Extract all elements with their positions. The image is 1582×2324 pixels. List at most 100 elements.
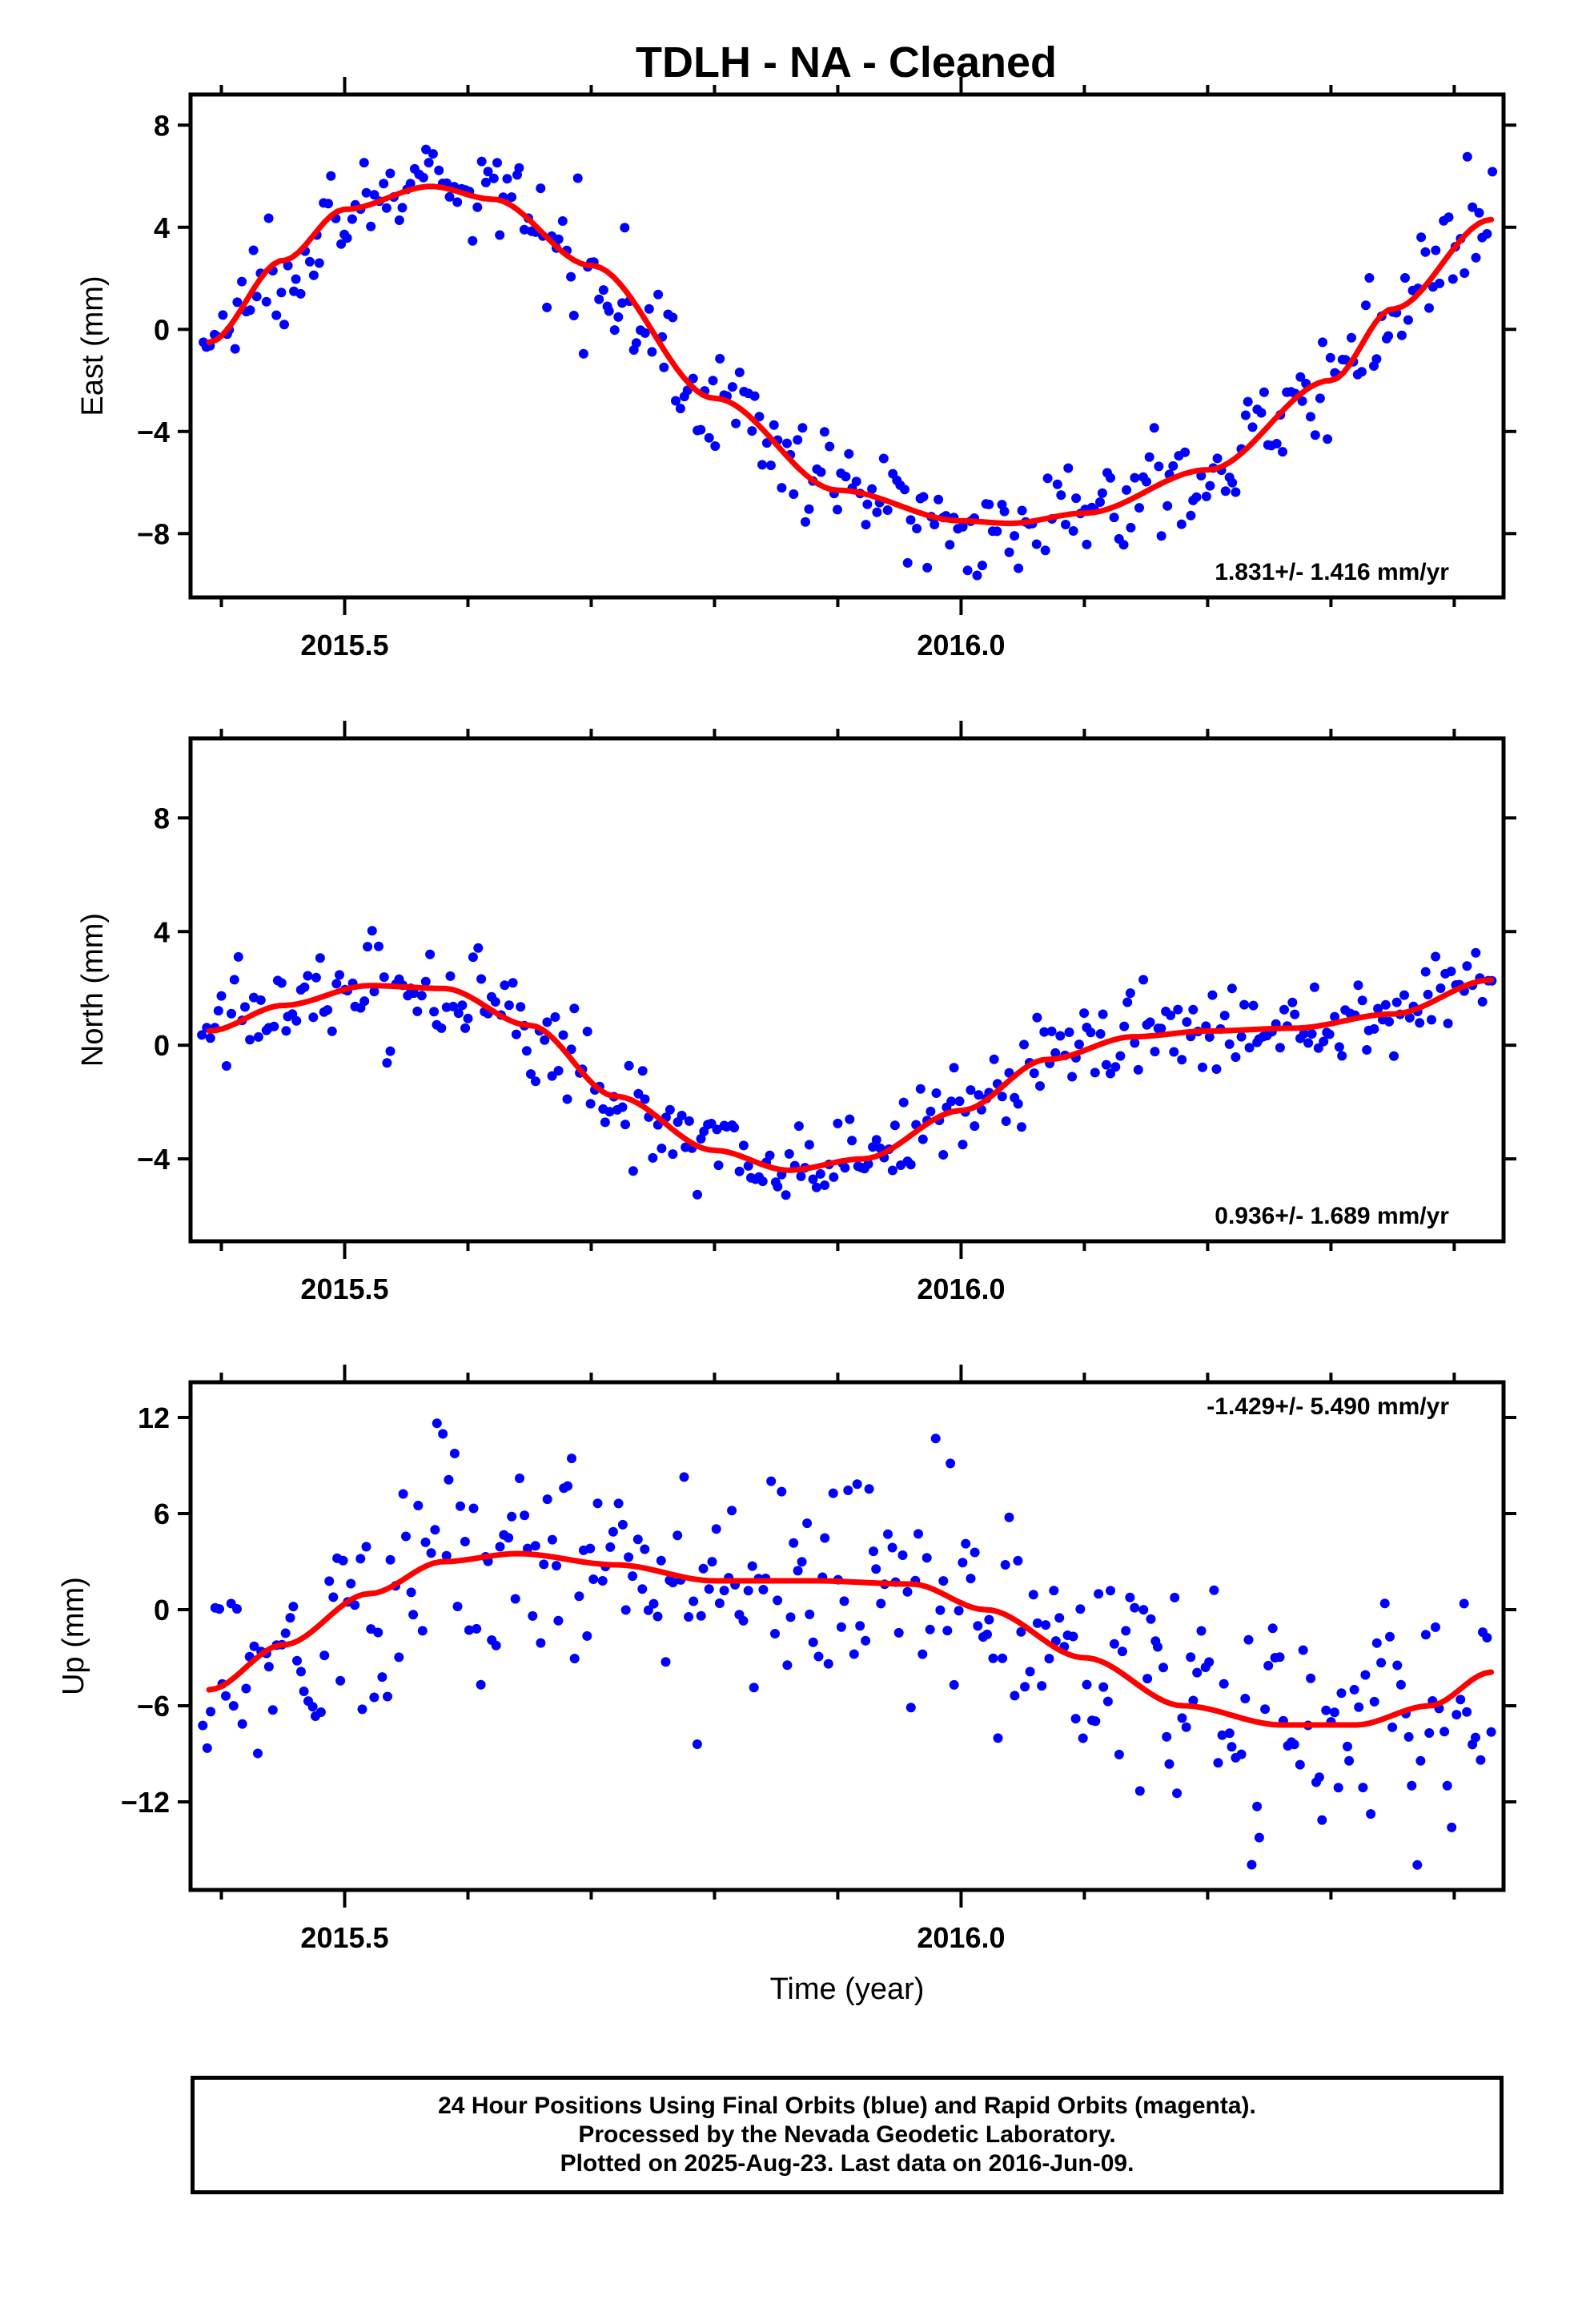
up-point (530, 1541, 540, 1551)
east-point (804, 504, 814, 514)
north-point (847, 1136, 857, 1146)
up-point (574, 1591, 584, 1602)
north-point (1399, 990, 1409, 1000)
up-point (1213, 1758, 1223, 1768)
east-ytick-label: 0 (154, 313, 170, 346)
up-point (1275, 1652, 1285, 1663)
up-point (640, 1544, 650, 1554)
north-point (521, 1046, 532, 1056)
east-point (542, 302, 552, 312)
up-point (536, 1638, 546, 1648)
north-point (1231, 1052, 1241, 1062)
up-point (476, 1679, 486, 1690)
east-point (984, 499, 994, 509)
up-point (1376, 1658, 1387, 1668)
north-point (379, 972, 389, 983)
east-point (1256, 408, 1267, 418)
up-point (413, 1501, 424, 1510)
up-point (1032, 1618, 1042, 1628)
up-point (738, 1615, 749, 1626)
east-point (379, 179, 389, 189)
north-point (547, 1071, 557, 1081)
east-point (1460, 268, 1470, 278)
east-point (604, 306, 614, 316)
up-point (1263, 1660, 1274, 1671)
up-point (608, 1526, 618, 1537)
north-point (1462, 961, 1472, 971)
up-point (528, 1610, 538, 1621)
east-point (613, 312, 624, 322)
east-ticks: −8 −4 0 4 8 2015.5 2016.0 (137, 77, 1516, 661)
up-point (430, 1525, 440, 1535)
up-point (417, 1626, 428, 1636)
up-point (984, 1614, 994, 1625)
up-point (1415, 1755, 1426, 1766)
east-point (708, 376, 718, 386)
up-point (515, 1474, 524, 1483)
up-point (1321, 1705, 1331, 1715)
east-point (688, 373, 698, 384)
north-point (1319, 1036, 1329, 1047)
north-point (863, 1159, 873, 1169)
up-point (897, 1550, 908, 1560)
east-point (841, 472, 851, 482)
north-point (815, 1168, 825, 1179)
up-point (902, 1586, 913, 1597)
north-point (1150, 1047, 1160, 1057)
north-point (500, 980, 510, 991)
north-point (1275, 1043, 1285, 1053)
north-point (1156, 1023, 1166, 1034)
up-point (441, 1550, 452, 1561)
east-point (507, 192, 517, 203)
north-point (1313, 1043, 1323, 1053)
up-point (1142, 1674, 1153, 1684)
up-point (692, 1739, 702, 1749)
north-point (1248, 1000, 1259, 1011)
up-point (1260, 1704, 1271, 1715)
north-point (997, 1092, 1007, 1102)
up-point (539, 1559, 549, 1570)
up-point (366, 1624, 376, 1634)
up-point (1254, 1832, 1264, 1843)
up-point (1020, 1682, 1030, 1692)
up-point (1078, 1733, 1088, 1743)
north-panel: −4 0 4 8 2015.5 2016.0 North (mm) 0.936+/- 1.… (76, 721, 1516, 1305)
up-point (656, 1555, 666, 1566)
up-point (966, 1574, 976, 1584)
east-point (1474, 207, 1484, 218)
up-point (1459, 1598, 1469, 1609)
north-point (1035, 1081, 1045, 1092)
north-point (448, 1001, 459, 1011)
up-xtick-label: 2015.5 (300, 1921, 388, 1954)
footer-line-2: Processed by the Nevada Geodetic Laborat… (578, 2121, 1116, 2148)
up-point (643, 1605, 653, 1615)
east-point (769, 420, 779, 430)
north-point (684, 1116, 694, 1126)
north-point (1477, 996, 1488, 1007)
north-point (1443, 1019, 1453, 1028)
north-point (729, 1123, 740, 1133)
up-point (1420, 1630, 1431, 1640)
east-point (675, 404, 685, 414)
east-point (261, 296, 271, 307)
up-point (426, 1548, 436, 1558)
up-point (1219, 1679, 1229, 1689)
north-point (363, 942, 373, 952)
north-point (1353, 980, 1363, 991)
up-point (773, 1595, 783, 1606)
north-point (1373, 1003, 1383, 1014)
east-point (366, 221, 376, 231)
east-point (1347, 332, 1356, 343)
east-point (1259, 387, 1269, 397)
east-xtick-label: 2015.5 (300, 629, 388, 661)
north-point (620, 1120, 630, 1130)
east-point (934, 494, 944, 505)
up-point (292, 1655, 302, 1666)
north-point (213, 1006, 223, 1016)
north-point (713, 1160, 724, 1171)
east-point (1396, 330, 1407, 340)
east-point (1068, 526, 1078, 536)
east-point (1134, 503, 1144, 513)
up-point (1196, 1626, 1207, 1636)
east-point (405, 179, 416, 189)
